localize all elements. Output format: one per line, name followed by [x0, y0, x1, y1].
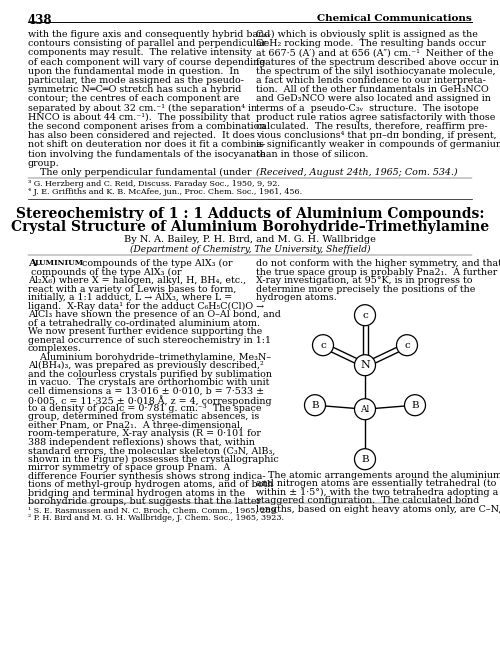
Text: 0·005, c = 11·325 ± 0·018 Å, z = 4, corresponding: 0·005, c = 11·325 ± 0·018 Å, z = 4, corr…	[28, 395, 272, 406]
Text: the spectrum of the silyl isothiocyanate molecule,: the spectrum of the silyl isothiocyanate…	[256, 67, 496, 76]
Text: We now present further evidence supporting the: We now present further evidence supporti…	[28, 328, 262, 336]
Text: Al(BH₄)₃, was prepared as previously described,²: Al(BH₄)₃, was prepared as previously des…	[28, 361, 264, 370]
Text: product rule ratios agree satisfactorily with those: product rule ratios agree satisfactorily…	[256, 113, 496, 122]
Text: The only perpendicular fundamental (under: The only perpendicular fundamental (unde…	[28, 168, 252, 177]
Circle shape	[354, 305, 376, 326]
Text: bridging and terminal hydrogen atoms in the: bridging and terminal hydrogen atoms in …	[28, 489, 245, 498]
Text: Al: Al	[360, 405, 370, 414]
Text: the second component arises from a combination: the second component arises from a combi…	[28, 122, 266, 131]
Text: By N. A. Bailey, P. H. Bɪrd, and M. G. H. Wallbridge: By N. A. Bailey, P. H. Bɪrd, and M. G. H…	[124, 235, 376, 244]
Text: The atomic arrangements around the aluminium: The atomic arrangements around the alumi…	[256, 471, 500, 479]
Text: A: A	[28, 259, 36, 268]
Text: ² P. H. Bird and M. G. H. Wallbridge, J. Chem. Soc., 1965, 3923.: ² P. H. Bird and M. G. H. Wallbridge, J.…	[28, 514, 284, 522]
Circle shape	[354, 449, 376, 470]
Text: Stereochemistry of 1 : 1 Adducts of Aluminium Compounds:: Stereochemistry of 1 : 1 Adducts of Alum…	[16, 207, 484, 221]
Text: ³ G. Herzberg and C. Reid, Discuss. Faraday Soc., 1950, 9, 92.: ³ G. Herzberg and C. Reid, Discuss. Fara…	[28, 180, 280, 188]
Text: mirror symmetry of space group Pnam.  A: mirror symmetry of space group Pnam. A	[28, 463, 230, 472]
Text: of each component will vary of course depending: of each component will vary of course de…	[28, 58, 266, 67]
Text: components may result.  The relative intensity: components may result. The relative inte…	[28, 48, 252, 58]
Circle shape	[396, 335, 417, 356]
Text: shown in the Figure) possesses the crystallographic: shown in the Figure) possesses the cryst…	[28, 455, 279, 464]
Text: GeH₂ rocking mode.  The resulting bands occur: GeH₂ rocking mode. The resulting bands o…	[256, 39, 486, 48]
Circle shape	[312, 335, 334, 356]
Circle shape	[354, 399, 376, 420]
Text: features of the spectrum described above occur in: features of the spectrum described above…	[256, 58, 499, 67]
Text: of a tetrahedrally co-ordinated aluminium atom.: of a tetrahedrally co-ordinated aluminiu…	[28, 319, 260, 328]
Text: LUMINIUM: LUMINIUM	[35, 259, 84, 267]
Text: B: B	[411, 401, 419, 409]
Text: vious conclusions⁴ that pπ–dπ bonding, if present,: vious conclusions⁴ that pπ–dπ bonding, i…	[256, 131, 496, 140]
Text: borohydride groups, but suggests that the latter: borohydride groups, but suggests that th…	[28, 497, 261, 506]
Text: react with a variety of Lewis bases to form,: react with a variety of Lewis bases to f…	[28, 285, 236, 293]
Text: Crystal Structure of Aluminium Borohydride–Trimethylamine: Crystal Structure of Aluminium Borohydri…	[11, 220, 489, 234]
Text: compounds of the type AlX₃ (or: compounds of the type AlX₃ (or	[28, 268, 182, 277]
Text: than in those of silicon.: than in those of silicon.	[256, 149, 368, 159]
Text: standard errors, the molecular skeleton (C₃N, AlB₃,: standard errors, the molecular skeleton …	[28, 446, 276, 455]
Text: general occurrence of such stereochemistry in 1:1: general occurrence of such stereochemist…	[28, 336, 271, 345]
Text: hydrogen atoms.: hydrogen atoms.	[256, 293, 337, 302]
Text: tions of methyl-group hydrogen atoms, and of both: tions of methyl-group hydrogen atoms, an…	[28, 480, 273, 489]
Text: group.: group.	[28, 159, 60, 168]
Text: c: c	[362, 310, 368, 320]
Text: and GeD₃NCO were also located and assigned in: and GeD₃NCO were also located and assign…	[256, 94, 491, 103]
Text: and the colourless crystals purified by sublimation: and the colourless crystals purified by …	[28, 369, 272, 379]
Text: c: c	[320, 341, 326, 350]
Text: the true space group is probably Pna2₁.  A further: the true space group is probably Pna2₁. …	[256, 268, 497, 276]
Text: is significantly weaker in compounds of germanium: is significantly weaker in compounds of …	[256, 140, 500, 149]
Text: X-ray investigation, at 95°K, is in progress to: X-ray investigation, at 95°K, is in prog…	[256, 276, 472, 285]
Text: not shift on deuteration nor does it fit a combina-: not shift on deuteration nor does it fit…	[28, 140, 266, 149]
Text: Cₙᵥ) which is obviously split is assigned as the: Cₙᵥ) which is obviously split is assigne…	[256, 30, 478, 39]
Text: HNCO is about 44 cm.⁻¹).  The possibility that: HNCO is about 44 cm.⁻¹). The possibility…	[28, 113, 250, 122]
Text: Al₂X₆) where X = halogen, alkyl, H, BH₄, etc.,: Al₂X₆) where X = halogen, alkyl, H, BH₄,…	[28, 276, 246, 286]
Text: tion involving the fundamentals of the isocyanate: tion involving the fundamentals of the i…	[28, 149, 266, 159]
Circle shape	[404, 395, 425, 416]
Text: symmetric N═C═O stretch has such a hybrid: symmetric N═C═O stretch has such a hybri…	[28, 85, 242, 94]
Text: c: c	[404, 341, 410, 350]
Text: contours consisting of parallel and perpendicular: contours consisting of parallel and perp…	[28, 39, 266, 48]
Text: complexes.: complexes.	[28, 344, 82, 353]
Text: ⁴ J. E. Griffiths and K. B. McAfee, jun., Proc. Chem. Soc., 1961, 456.: ⁴ J. E. Griffiths and K. B. McAfee, jun.…	[28, 188, 302, 196]
Text: staggered configuration.  The calculated bond: staggered configuration. The calculated …	[256, 496, 479, 505]
Text: in vacuo.  The crystals are orthorhombic with unit: in vacuo. The crystals are orthorhombic …	[28, 378, 270, 387]
Text: do not conform with the higher symmetry, and that: do not conform with the higher symmetry,…	[256, 259, 500, 268]
Text: ligand.  X-Ray data¹ for the adduct C₆H₅C(Cl)O →: ligand. X-Ray data¹ for the adduct C₆H₅C…	[28, 302, 264, 311]
Text: 438: 438	[28, 14, 52, 27]
Text: compounds of the type AlX₃ (or: compounds of the type AlX₃ (or	[79, 259, 233, 269]
Text: difference Fourier synthesis shows strong indica-: difference Fourier synthesis shows stron…	[28, 472, 266, 481]
Text: B: B	[361, 455, 369, 464]
Text: upon the fundamental mode in question.  In: upon the fundamental mode in question. I…	[28, 67, 240, 76]
Text: particular, the mode assigned as the pseudo-: particular, the mode assigned as the pse…	[28, 76, 244, 85]
Text: a fact which lends confidence to our interpreta-: a fact which lends confidence to our int…	[256, 76, 486, 85]
Text: contour; the centres of each component are: contour; the centres of each component a…	[28, 94, 240, 103]
Text: calculated.  The results, therefore, reaffirm pre-: calculated. The results, therefore, reaf…	[256, 122, 488, 131]
Text: (Received, August 24th, 1965; Com. 534.): (Received, August 24th, 1965; Com. 534.)	[256, 168, 458, 177]
Text: cell dimensions a = 13·016 ± 0·010, b = 7·533 ±: cell dimensions a = 13·016 ± 0·010, b = …	[28, 386, 264, 396]
Text: AlCl₃ have shown the presence of an O–Al bond, and: AlCl₃ have shown the presence of an O–Al…	[28, 310, 281, 319]
Text: with the figure axis and consequently hybrid band: with the figure axis and consequently hy…	[28, 30, 270, 39]
Text: lengths, based on eight heavy atoms only, are C–N,: lengths, based on eight heavy atoms only…	[256, 505, 500, 514]
Text: within ± 1·5°), with the two tetrahedra adopting a: within ± 1·5°), with the two tetrahedra …	[256, 488, 498, 497]
Text: tion.  All of the other fundamentals in GeH₃NCO: tion. All of the other fundamentals in G…	[256, 85, 489, 94]
Text: and nitrogen atoms are essentially tetrahedral (to: and nitrogen atoms are essentially tetra…	[256, 479, 496, 489]
Text: B: B	[311, 401, 319, 409]
Text: Aluminium borohydride–trimethylamine, Me₃N–: Aluminium borohydride–trimethylamine, Me…	[28, 352, 271, 362]
Text: Chemical Communications: Chemical Communications	[318, 14, 472, 23]
Text: ¹ S. E. Rasmussen and N. C. Broch, Chem. Comm., 1965, 289.: ¹ S. E. Rasmussen and N. C. Broch, Chem.…	[28, 506, 278, 514]
Circle shape	[354, 355, 376, 376]
Text: at 667·5 (A′) and at 656 (A″) cm.⁻¹  Neither of the: at 667·5 (A′) and at 656 (A″) cm.⁻¹ Neit…	[256, 48, 494, 58]
Text: N: N	[360, 360, 370, 370]
Text: determine more precisely the positions of the: determine more precisely the positions o…	[256, 285, 476, 293]
Text: initially, a 1:1 adduct, L → AlX₃, where L =: initially, a 1:1 adduct, L → AlX₃, where…	[28, 293, 232, 302]
Text: to a density of ρcalc = 0·781 g. cm.⁻³  The space: to a density of ρcalc = 0·781 g. cm.⁻³ T…	[28, 403, 262, 413]
Text: group, determined from systematic absences, is: group, determined from systematic absenc…	[28, 412, 259, 421]
Text: (Department of Chemistry, The University, Sheffield): (Department of Chemistry, The University…	[130, 245, 370, 254]
Text: 388 independent reflexions) shows that, within: 388 independent reflexions) shows that, …	[28, 438, 255, 447]
Text: either Pnam, or Pna2₁.  A three-dimensional,: either Pnam, or Pna2₁. A three-dimension…	[28, 421, 243, 430]
Text: has also been considered and rejected.  It does: has also been considered and rejected. I…	[28, 131, 255, 140]
Text: separated by about 32 cm.⁻¹ (the separation⁴ in: separated by about 32 cm.⁻¹ (the separat…	[28, 103, 257, 113]
Text: terms of a  pseudo-C₃ᵥ  structure.  The isotope: terms of a pseudo-C₃ᵥ structure. The iso…	[256, 103, 479, 113]
Circle shape	[304, 395, 326, 416]
Text: room-temperature, X-ray analysis (R = 0·101 for: room-temperature, X-ray analysis (R = 0·…	[28, 429, 261, 438]
